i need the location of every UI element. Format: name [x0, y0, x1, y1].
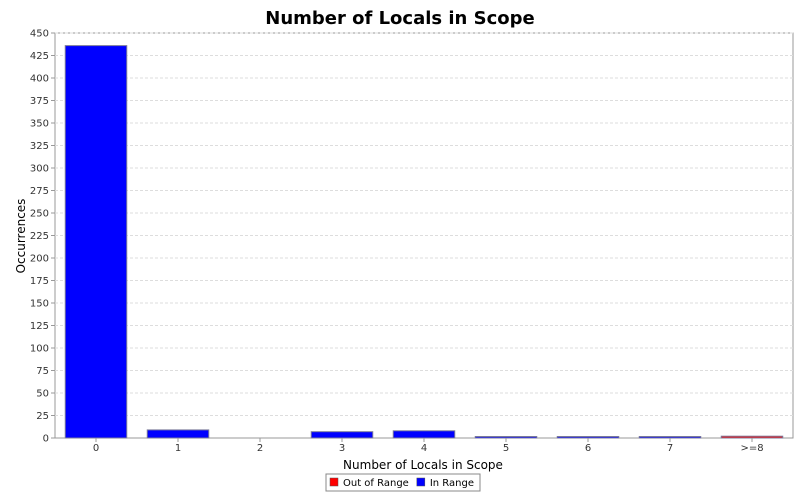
x-axis-label: Number of Locals in Scope [343, 458, 503, 472]
grid-lines [55, 32, 793, 416]
x-tick-label: 1 [175, 443, 181, 454]
legend: Out of Range In Range [325, 473, 481, 492]
chart-title: Number of Locals in Scope [265, 8, 534, 29]
y-tick-label: 0 [43, 434, 49, 445]
y-tick-label: 125 [30, 321, 49, 332]
y-tick-label: 425 [30, 51, 49, 62]
x-tick-label: 6 [585, 443, 591, 454]
y-tick-label: 150 [30, 299, 49, 310]
y-tick-label: 75 [36, 366, 49, 377]
x-tick-label: 2 [257, 443, 263, 454]
y-axis-label: Occurrences [14, 199, 28, 274]
y-axis-ticks: 0 25 50 75 100 125 150 175 200 225 250 275 300 325 350… [30, 29, 55, 445]
legend-label: In Range [430, 478, 474, 489]
y-tick-label: 300 [30, 164, 49, 175]
y-tick-label: 100 [30, 344, 49, 355]
y-tick-label: 250 [30, 209, 49, 220]
y-tick-label: 225 [30, 231, 49, 242]
bar [556, 436, 620, 439]
y-tick-label: 400 [30, 74, 49, 85]
y-tick-label: 450 [30, 29, 49, 40]
legend-swatch [329, 477, 339, 487]
bars [64, 45, 784, 439]
x-tick-label: 4 [421, 443, 427, 454]
y-tick-label: 200 [30, 254, 49, 265]
bar [720, 435, 784, 439]
y-tick-label: 50 [36, 389, 49, 400]
x-tick-label: 0 [93, 443, 99, 454]
legend-swatch [416, 477, 426, 487]
x-tick-label: 7 [667, 443, 673, 454]
bar [638, 436, 702, 439]
bar [64, 45, 128, 439]
y-tick-label: 325 [30, 141, 49, 152]
legend-box [325, 473, 481, 492]
bar [474, 436, 538, 439]
bar [392, 430, 456, 439]
y-tick-label: 25 [36, 411, 49, 422]
x-tick-label: 3 [339, 443, 345, 454]
bar [146, 429, 210, 439]
y-tick-label: 175 [30, 276, 49, 287]
x-tick-label: 5 [503, 443, 509, 454]
bar [310, 431, 374, 439]
y-tick-label: 375 [30, 96, 49, 107]
x-tick-label: >=8 [740, 443, 763, 454]
y-tick-label: 350 [30, 119, 49, 130]
legend-label: Out of Range [343, 478, 409, 489]
x-axis-ticks: 0 1 2 3 4 5 6 7 >=8 [93, 438, 764, 454]
y-tick-label: 275 [30, 186, 49, 197]
